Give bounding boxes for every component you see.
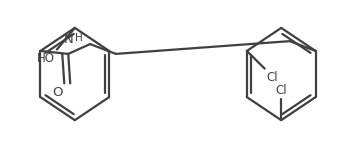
Text: Cl: Cl (275, 84, 287, 97)
Text: H: H (75, 33, 83, 43)
Text: O: O (52, 86, 62, 99)
Text: Cl: Cl (267, 71, 278, 84)
Text: HO: HO (37, 52, 55, 65)
Text: N: N (63, 33, 73, 46)
